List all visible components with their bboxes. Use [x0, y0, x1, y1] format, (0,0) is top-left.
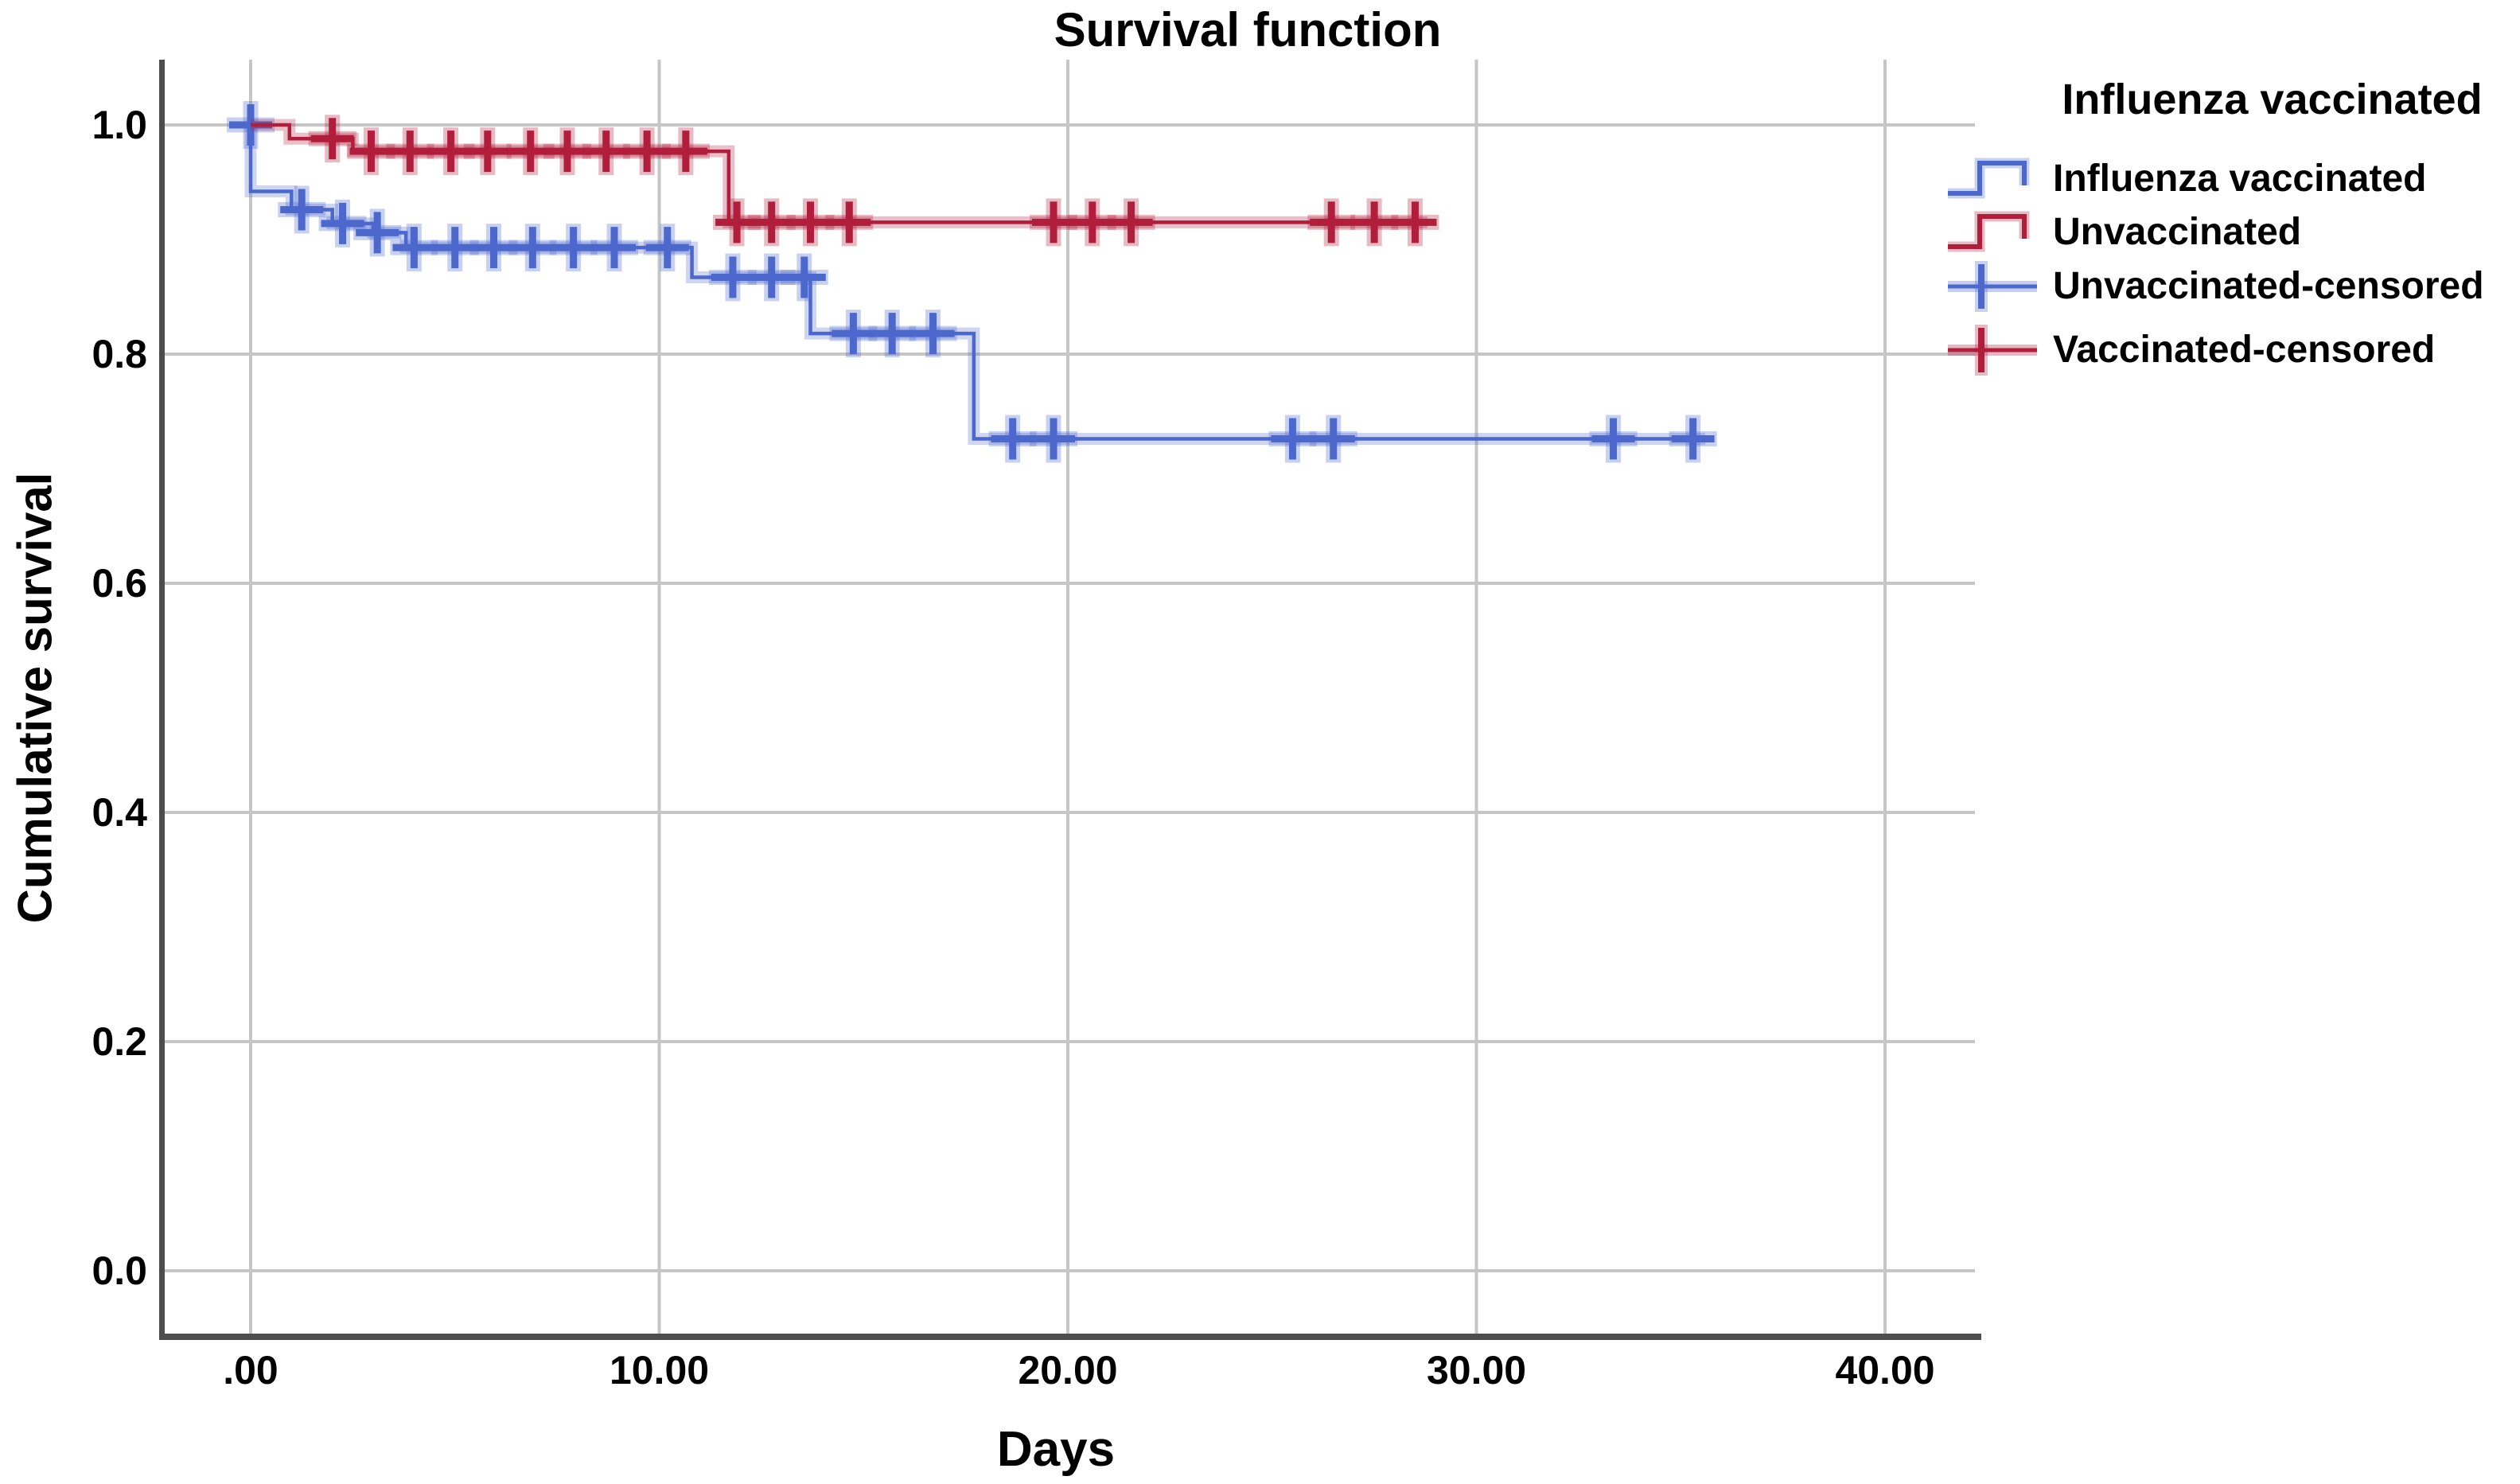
x-tick-label: .00: [223, 1348, 278, 1392]
y-tick-label: 0.0: [92, 1248, 147, 1293]
x-tick-label: 20.00: [1018, 1348, 1118, 1392]
x-tick-label: 30.00: [1426, 1348, 1527, 1392]
x-tick-label: 10.00: [609, 1348, 710, 1392]
series-line-halo-influenza_vaccinated: [244, 125, 1706, 446]
legend-title: Influenza vaccinated: [2062, 76, 2483, 123]
legend-swatch-stroke: [1948, 158, 2030, 199]
legend-swatch-stroke: [1948, 161, 2027, 196]
series-line-unvaccinated: [251, 123, 1427, 224]
y-tick-label: 1.0: [92, 103, 147, 147]
legend-item: Unvaccinated-censored: [1946, 255, 2484, 318]
legend-item: Influenza vaccinated: [1946, 147, 2426, 211]
legend-item-label: Unvaccinated-censored: [2053, 265, 2484, 307]
legend-swatch-censor-icon: [1948, 261, 2037, 312]
x-tick-label: 40.00: [1835, 1348, 1935, 1392]
y-tick-label: 0.4: [92, 790, 147, 835]
legend-item-label: Influenza vaccinated: [2053, 158, 2427, 200]
y-tick-label: 0.2: [92, 1019, 147, 1064]
legend-swatch-stroke: [1948, 214, 2027, 249]
legend-item-label: Unvaccinated: [2053, 211, 2302, 253]
legend-item: Unvaccinated: [1946, 201, 2301, 264]
legend-item: Vaccinated-censored: [1946, 318, 2435, 382]
legend-swatch-stroke: [1948, 211, 2030, 252]
y-tick-label: 0.8: [92, 332, 147, 376]
series-line-halo-unvaccinated: [251, 119, 1427, 228]
x-axis-title: Days: [996, 1422, 1116, 1477]
legend-swatch-step-icon: [1948, 158, 2030, 199]
chart-title: Survival function: [1054, 3, 1442, 56]
legend-item-label: Vaccinated-censored: [2053, 329, 2436, 371]
y-tick-label: 0.6: [92, 561, 147, 606]
legend-swatch-step-icon: [1948, 211, 2030, 252]
legend-swatch-censor-icon: [1948, 325, 2037, 376]
censor-marks-unvaccinated: [308, 115, 1439, 247]
